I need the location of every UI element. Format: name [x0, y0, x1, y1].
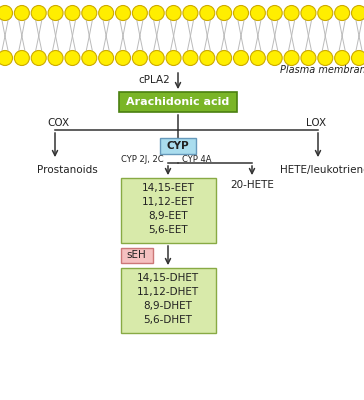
FancyBboxPatch shape [120, 268, 215, 333]
Circle shape [31, 50, 46, 66]
Circle shape [284, 50, 299, 66]
Circle shape [166, 50, 181, 66]
Text: HETE/leukotrienes: HETE/leukotrienes [280, 165, 364, 175]
Text: Prostanoids: Prostanoids [37, 165, 98, 175]
FancyBboxPatch shape [120, 178, 215, 243]
Circle shape [318, 50, 333, 66]
Text: Arachidonic acid: Arachidonic acid [126, 97, 230, 107]
Circle shape [352, 50, 364, 66]
Text: CYP 2J, 2C: CYP 2J, 2C [121, 156, 164, 164]
Circle shape [0, 50, 12, 66]
Circle shape [250, 6, 265, 20]
Text: 5,6-EET: 5,6-EET [148, 225, 188, 235]
Circle shape [14, 6, 29, 20]
Text: COX: COX [47, 118, 69, 128]
Circle shape [99, 50, 114, 66]
Circle shape [48, 50, 63, 66]
Circle shape [183, 6, 198, 20]
FancyBboxPatch shape [160, 138, 196, 154]
Text: 5,6-DHET: 5,6-DHET [143, 315, 193, 325]
Circle shape [200, 50, 215, 66]
Text: 14,15-EET: 14,15-EET [142, 183, 194, 193]
Text: 14,15-DHET: 14,15-DHET [137, 273, 199, 283]
Text: cPLA2: cPLA2 [138, 75, 170, 85]
Circle shape [166, 6, 181, 20]
Circle shape [200, 6, 215, 20]
Circle shape [99, 6, 114, 20]
Circle shape [31, 6, 46, 20]
Circle shape [115, 6, 131, 20]
Circle shape [65, 6, 80, 20]
Circle shape [233, 6, 249, 20]
Circle shape [149, 50, 164, 66]
Circle shape [233, 50, 249, 66]
Circle shape [284, 6, 299, 20]
Text: 20-HETE: 20-HETE [230, 180, 274, 190]
Circle shape [115, 50, 131, 66]
Circle shape [48, 6, 63, 20]
Text: 8,9-DHET: 8,9-DHET [143, 301, 193, 311]
Circle shape [318, 6, 333, 20]
Circle shape [217, 6, 232, 20]
Circle shape [335, 6, 350, 20]
Circle shape [250, 50, 265, 66]
Circle shape [14, 50, 29, 66]
Text: CYP: CYP [167, 141, 189, 151]
Text: 11,12-EET: 11,12-EET [142, 197, 194, 207]
Circle shape [65, 50, 80, 66]
Circle shape [301, 6, 316, 20]
Circle shape [82, 6, 97, 20]
Circle shape [301, 50, 316, 66]
Circle shape [132, 6, 147, 20]
Text: LOX: LOX [306, 118, 326, 128]
Circle shape [149, 6, 164, 20]
Circle shape [0, 6, 12, 20]
Circle shape [267, 6, 282, 20]
Circle shape [335, 50, 350, 66]
Text: 11,12-DHET: 11,12-DHET [137, 287, 199, 297]
FancyBboxPatch shape [120, 248, 153, 263]
Circle shape [352, 6, 364, 20]
Circle shape [183, 50, 198, 66]
Text: CYP 4A: CYP 4A [182, 156, 211, 164]
Circle shape [132, 50, 147, 66]
Text: Plasma membrane: Plasma membrane [280, 65, 364, 75]
FancyBboxPatch shape [119, 92, 237, 112]
Text: sEH: sEH [127, 250, 146, 260]
Text: 8,9-EET: 8,9-EET [148, 211, 188, 221]
Circle shape [82, 50, 97, 66]
Circle shape [217, 50, 232, 66]
Circle shape [267, 50, 282, 66]
